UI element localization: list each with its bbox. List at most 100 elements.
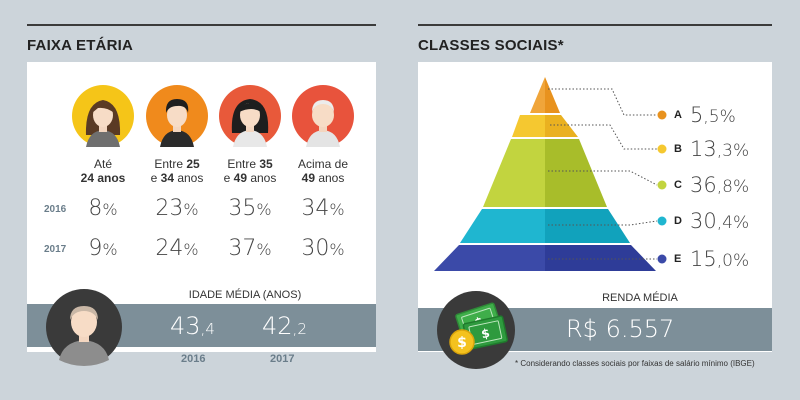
pct-2017-group-3: 37% [212, 236, 288, 261]
pct-2017-group-4: 30% [285, 236, 361, 261]
age-group-3-suffix: anos [247, 171, 277, 185]
avg-age-title: IDADE MÉDIA (ANOS) [188, 289, 302, 301]
pct-symbol: % [256, 200, 272, 219]
avatar-woman-brown-hair [72, 85, 134, 147]
class-dec: ,4% [716, 213, 750, 233]
class-letter-a: A [674, 109, 682, 121]
age-group-3-bold2: 49 [233, 171, 247, 185]
left-panel-title: FAIXA ETÁRIA [27, 37, 134, 54]
age-group-3-bold1: 35 [259, 157, 273, 171]
class-int: 13 [690, 137, 717, 161]
age-group-2-bold1: 25 [186, 157, 200, 171]
pct-value: 30 [301, 236, 330, 261]
pyramid-tier-d-shade [545, 209, 630, 243]
pct-symbol: % [183, 200, 199, 219]
class-int: 36 [690, 173, 717, 197]
pct-value: 34 [301, 196, 330, 221]
pct-symbol: % [102, 200, 118, 219]
pct-value: 23 [155, 196, 184, 221]
class-letter-b: B [674, 143, 682, 155]
class-dec: ,3% [716, 141, 750, 161]
leader-line-c [548, 170, 658, 186]
class-dec: ,8% [716, 177, 750, 197]
avatar-woman-black-hair [219, 85, 281, 147]
avatar-older-man [292, 85, 354, 147]
class-value-c: 36,8% [690, 173, 749, 197]
footnote: * Considerando classes sociais por faixa… [515, 359, 755, 368]
age-group-label-2: Entre 25 e 34 anos [139, 157, 215, 185]
pyramid-tier-d [460, 209, 545, 243]
age-group-2-bold2: 34 [160, 171, 174, 185]
class-dot-b [657, 144, 667, 154]
age-group-4-line1: Acima de [297, 157, 349, 171]
age-group-label-1: Até 24 anos [65, 157, 141, 185]
avg-person-icon [46, 289, 122, 366]
age-group-1-line2: 24 anos [80, 171, 126, 185]
svg-text:$: $ [480, 326, 491, 341]
pct-symbol: % [102, 240, 118, 259]
pct-symbol: % [329, 200, 345, 219]
class-dot-a [657, 110, 667, 120]
pyramid-tier-e-shade [545, 245, 656, 271]
pct-symbol: % [256, 240, 272, 259]
class-value-b: 13,3% [690, 137, 749, 161]
age-group-1-line1: Até [93, 157, 112, 171]
pct-value: 35 [228, 196, 257, 221]
pyramid-tier-c [483, 139, 545, 207]
avg-year-2017: 2017 [270, 353, 295, 365]
pct-2016-group-4: 34% [285, 196, 361, 221]
class-dot-c [657, 180, 667, 190]
age-group-2-mid: e [150, 171, 161, 185]
pct-2016-group-3: 35% [212, 196, 288, 221]
class-int: 30 [690, 209, 717, 233]
leader-line-b [550, 124, 657, 150]
leader-line-d [548, 220, 658, 226]
class-int: 15 [690, 247, 717, 271]
pct-value: 24 [155, 236, 184, 261]
class-value-e: 15,0% [690, 247, 749, 271]
pyramid-tier-a [530, 77, 545, 113]
avg-int: 42 [262, 312, 293, 340]
class-dec: ,5% [703, 107, 736, 127]
age-group-2-prefix: Entre [154, 157, 187, 171]
pct-value: 9 [88, 236, 103, 261]
pct-2016-group-1: 8% [65, 196, 141, 221]
age-group-3-prefix: Entre [227, 157, 260, 171]
pyramid-tier-a-shade [545, 77, 560, 113]
avg-age-value-2016: 43,4 [170, 312, 215, 340]
class-dec: ,0% [716, 251, 750, 271]
age-group-4-suffix: anos [315, 171, 345, 185]
money-icon: $ $ $ [437, 291, 515, 369]
class-dot-e [657, 254, 667, 264]
pct-2017-group-1: 9% [65, 236, 141, 261]
age-group-2-suffix: anos [174, 171, 204, 185]
leader-line-a [548, 88, 657, 116]
pct-2016-group-2: 23% [139, 196, 215, 221]
renda-media-title: RENDA MÉDIA [602, 292, 678, 304]
age-group-4-bold: 49 [301, 171, 315, 185]
class-value-d: 30,4% [690, 209, 749, 233]
right-panel-title: CLASSES SOCIAIS* [418, 37, 564, 54]
left-top-rule [27, 24, 376, 26]
pyramid-tier-b [512, 115, 545, 137]
class-int: 5 [690, 103, 704, 127]
age-group-label-4: Acima de 49 anos [285, 157, 361, 185]
class-letter-e: E [674, 253, 682, 265]
age-group-3-mid: e [223, 171, 234, 185]
class-letter-c: C [674, 179, 682, 191]
year-label-2016: 2016 [44, 204, 67, 215]
avg-year-2016: 2016 [181, 353, 206, 365]
class-value-a: 5,5% [690, 103, 736, 127]
pyramid-tier-b-shade [545, 115, 578, 137]
right-top-rule [418, 24, 772, 26]
renda-media-value: R$ 6.557 [566, 315, 675, 343]
pct-symbol: % [183, 240, 199, 259]
pyramid-tier-c-shade [545, 139, 607, 207]
pct-value: 8 [88, 196, 103, 221]
pct-symbol: % [329, 240, 345, 259]
pyramid-tier-e [434, 245, 545, 271]
avg-dec: ,4 [200, 320, 215, 338]
pct-2017-group-2: 24% [139, 236, 215, 261]
avg-dec: ,2 [292, 320, 307, 338]
avg-int: 43 [170, 312, 201, 340]
